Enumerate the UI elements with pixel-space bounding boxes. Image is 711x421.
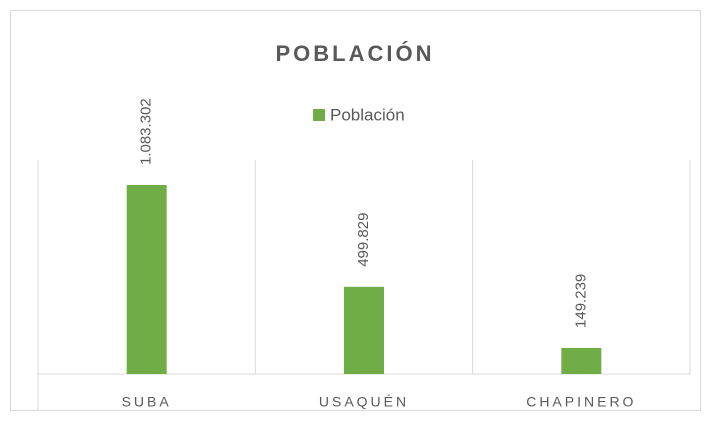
value-label: 499.829 [355,213,372,267]
value-label: 1.083.302 [138,98,155,165]
x-tick-label: CHAPINERO [526,394,636,410]
legend-label: Población [330,105,405,124]
bar [561,347,602,374]
bar [344,286,384,374]
x-tick-label: SUBA [122,394,172,410]
legend-swatch [313,109,325,121]
value-label: 149.239 [572,274,589,328]
x-tick-label: USAQUÉN [319,394,409,410]
chart-title: POBLACIÓN [276,41,435,66]
bar [126,185,167,374]
